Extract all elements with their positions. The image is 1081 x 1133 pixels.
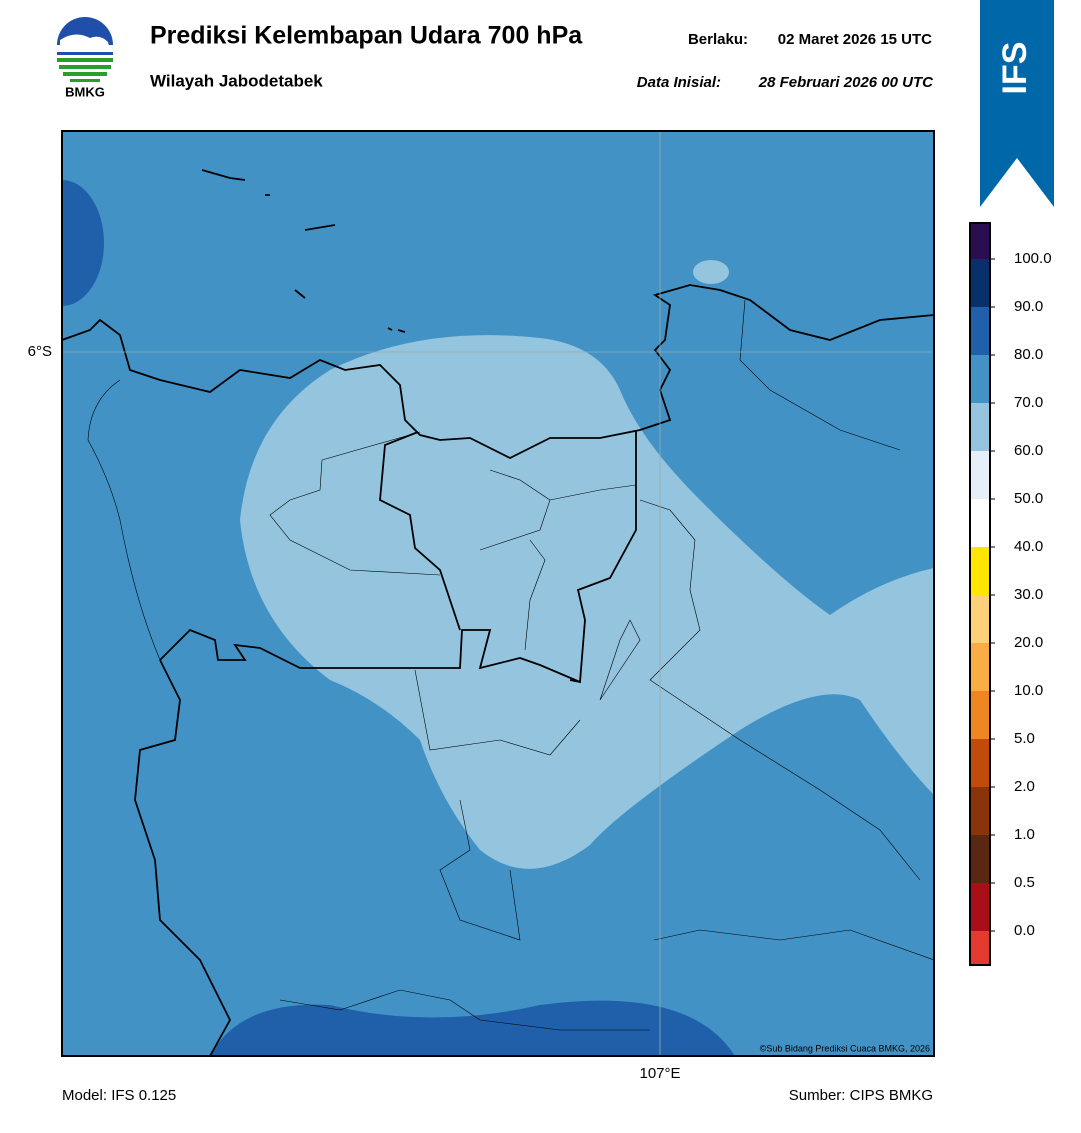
- badge-text: IFS: [996, 42, 1034, 95]
- subtitle: Wilayah Jabodetabek: [150, 71, 323, 90]
- source: Sumber: CIPS BMKG: [789, 1087, 933, 1104]
- coastline: [62, 169, 934, 1056]
- lon-label: 107°E: [639, 1065, 680, 1082]
- init-label: Data Inisial:: [637, 74, 721, 91]
- colorbar-label: 60.0: [1014, 442, 1043, 459]
- colorbar-segment: [970, 223, 990, 259]
- colorbar-label: 80.0: [1014, 346, 1043, 363]
- colorbar-segment: [970, 259, 990, 307]
- model: Model: IFS 0.125: [62, 1087, 176, 1104]
- colorbar-segment: [970, 691, 990, 739]
- colorbar-segment: [970, 355, 990, 403]
- colorbar-segment: [970, 931, 990, 965]
- colorbar-segment: [970, 883, 990, 931]
- init-time: 28 Februari 2026 00 UTC: [758, 74, 934, 91]
- colorbar-segment: [970, 499, 990, 547]
- colorbar-label: 100.0: [1014, 250, 1052, 267]
- colorbar-segment: [970, 787, 990, 835]
- valid-label: Berlaku:: [688, 31, 748, 48]
- colorbar-segment: [970, 835, 990, 883]
- colorbar-label: 2.0: [1014, 778, 1035, 795]
- badge: [980, 0, 1054, 207]
- map-frame: [61, 130, 935, 1057]
- colorbar-label: 90.0: [1014, 298, 1043, 315]
- logo-text: BMKG: [65, 84, 105, 99]
- colorbar-label: 30.0: [1014, 586, 1043, 603]
- valid-time: 02 Maret 2026 15 UTC: [778, 31, 932, 48]
- colorbar-label: 10.0: [1014, 682, 1043, 699]
- colorbar: 0.0 0.5 1.0 2.0 5.0 10.0 20.0 30.0 40.0 50.0 60.0 7…: [969, 222, 1052, 966]
- map: [62, 131, 934, 1056]
- colorbar-segment: [970, 403, 990, 451]
- colorbar-segment: [970, 307, 990, 355]
- copyright: ©Sub Bidang Prediksi Cuaca BMKG, 2026: [760, 1043, 930, 1053]
- colorbar-segment: [970, 643, 990, 691]
- field-light: [693, 260, 729, 284]
- colorbar-label: 0.0: [1014, 922, 1035, 939]
- title: Prediksi Kelembapan Udara 700 hPa: [150, 22, 583, 50]
- field-dark: [62, 180, 104, 306]
- colorbar-segment: [970, 739, 990, 787]
- colorbar-label: 20.0: [1014, 634, 1043, 651]
- logo: BMKG: [57, 17, 113, 99]
- field-dark: [210, 1000, 735, 1056]
- field-light: [240, 335, 934, 869]
- colorbar-label: 0.5: [1014, 874, 1035, 891]
- colorbar-label: 1.0: [1014, 826, 1035, 843]
- colorbar-label: 50.0: [1014, 490, 1043, 507]
- colorbar-segment: [970, 595, 990, 643]
- lat-label: 6°S: [28, 343, 52, 360]
- colorbar-label: 40.0: [1014, 538, 1043, 555]
- boundaries: [87, 299, 934, 1031]
- colorbar-label: 70.0: [1014, 394, 1043, 411]
- colorbar-frame: [969, 222, 991, 966]
- colorbar-label: 5.0: [1014, 730, 1035, 747]
- colorbar-segment: [970, 451, 990, 499]
- colorbar-segment: [970, 547, 990, 595]
